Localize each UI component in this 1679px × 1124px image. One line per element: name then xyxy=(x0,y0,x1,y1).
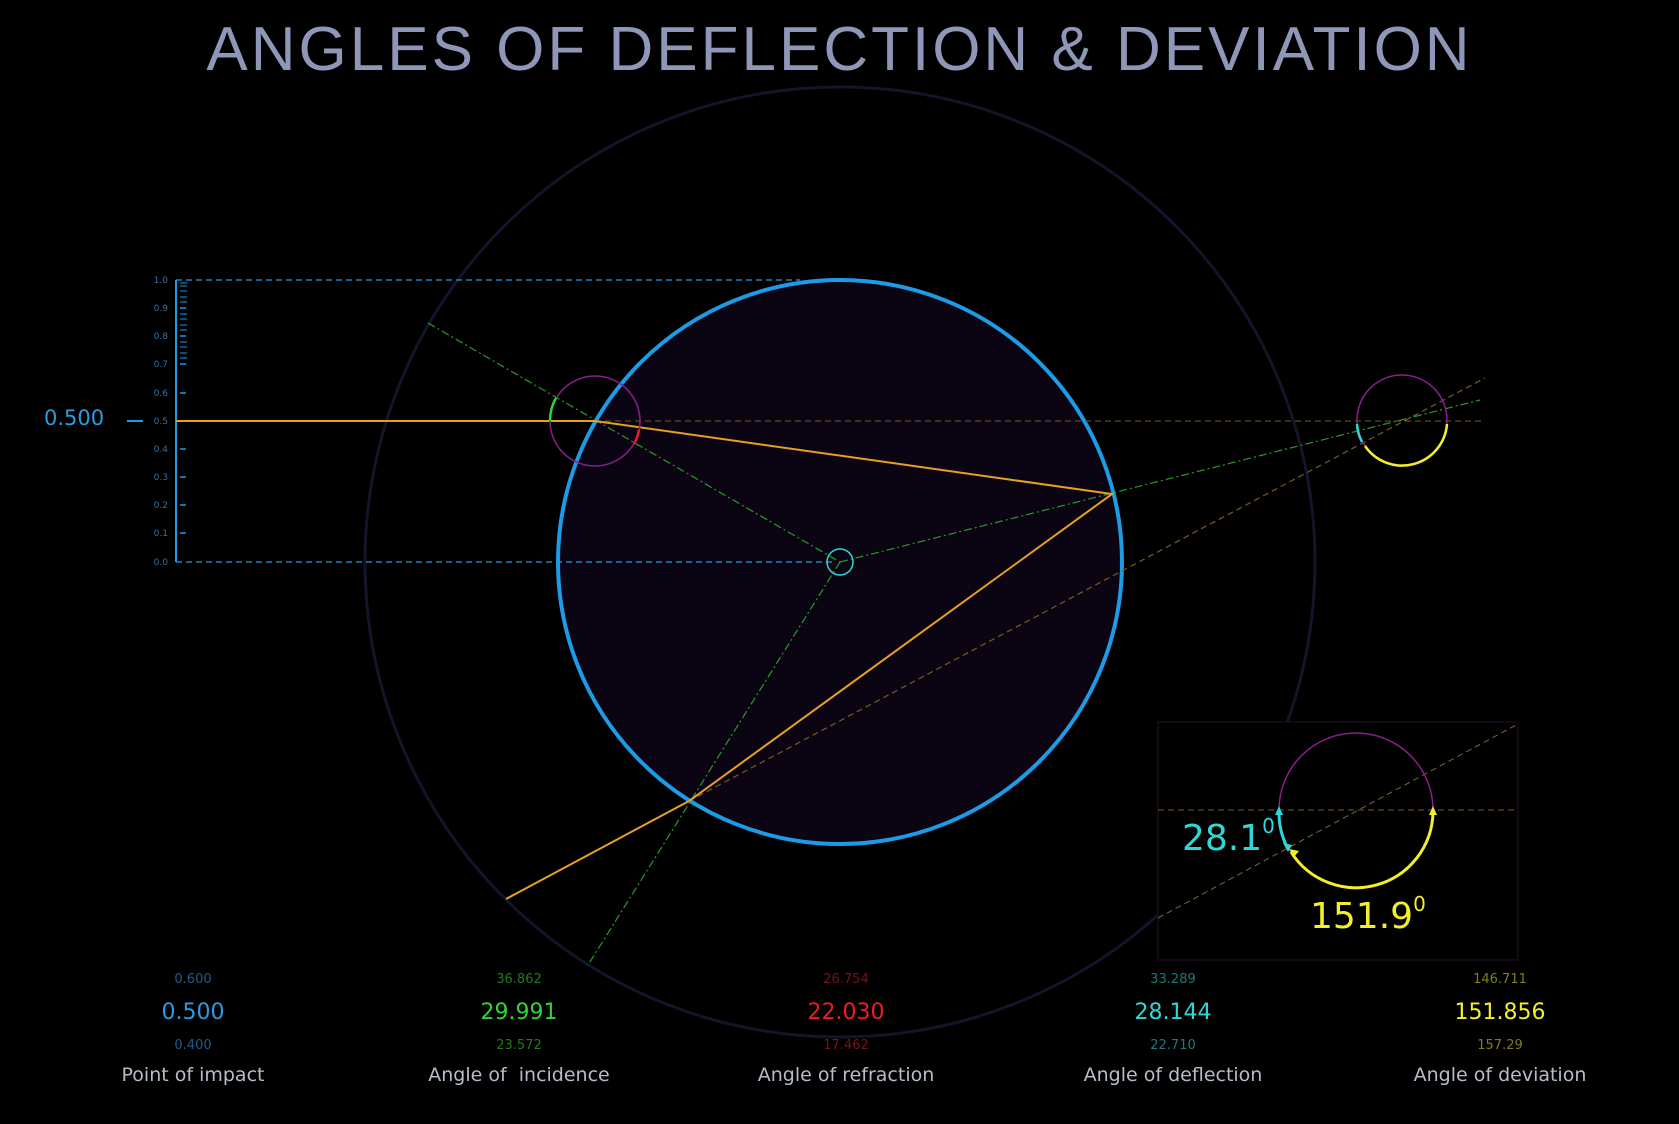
normal-lines xyxy=(427,322,1481,966)
impact-scale[interactable]: 1.0 0.9 0.8 0.7 0.6 0.5 0.4 0.3 0.2 0.1 … xyxy=(127,276,835,568)
svg-text:0.0: 0.0 xyxy=(154,558,169,568)
outgoing-ray-extension xyxy=(688,377,1486,802)
svg-text:0.8: 0.8 xyxy=(154,332,169,342)
page-title: ANGLES OF DEFLECTION & DEVIATION xyxy=(206,15,1473,84)
svg-text:0.1: 0.1 xyxy=(154,529,168,539)
svg-text:0.9: 0.9 xyxy=(154,304,169,314)
svg-text:0.4: 0.4 xyxy=(154,445,169,455)
deviation-angle-indicator xyxy=(1355,374,1449,467)
inset-deflection-label: 28.10 xyxy=(1182,814,1275,859)
svg-text:0.7: 0.7 xyxy=(154,360,168,370)
outer-guide-circle xyxy=(363,85,1317,1039)
inset-deviation-label: 151.90 xyxy=(1310,892,1426,937)
svg-text:0.3: 0.3 xyxy=(154,473,168,483)
svg-text:1.0: 1.0 xyxy=(154,276,169,286)
impact-value-display: 0.500 xyxy=(44,406,105,430)
light-ray-path xyxy=(176,420,1115,900)
svg-text:0.6: 0.6 xyxy=(154,389,169,399)
center-marker xyxy=(826,548,854,576)
inset-zoom-panel xyxy=(1157,721,1519,961)
svg-text:0.2: 0.2 xyxy=(154,501,168,511)
incidence-angle-indicator xyxy=(548,375,641,467)
svg-text:0.5: 0.5 xyxy=(154,417,168,427)
